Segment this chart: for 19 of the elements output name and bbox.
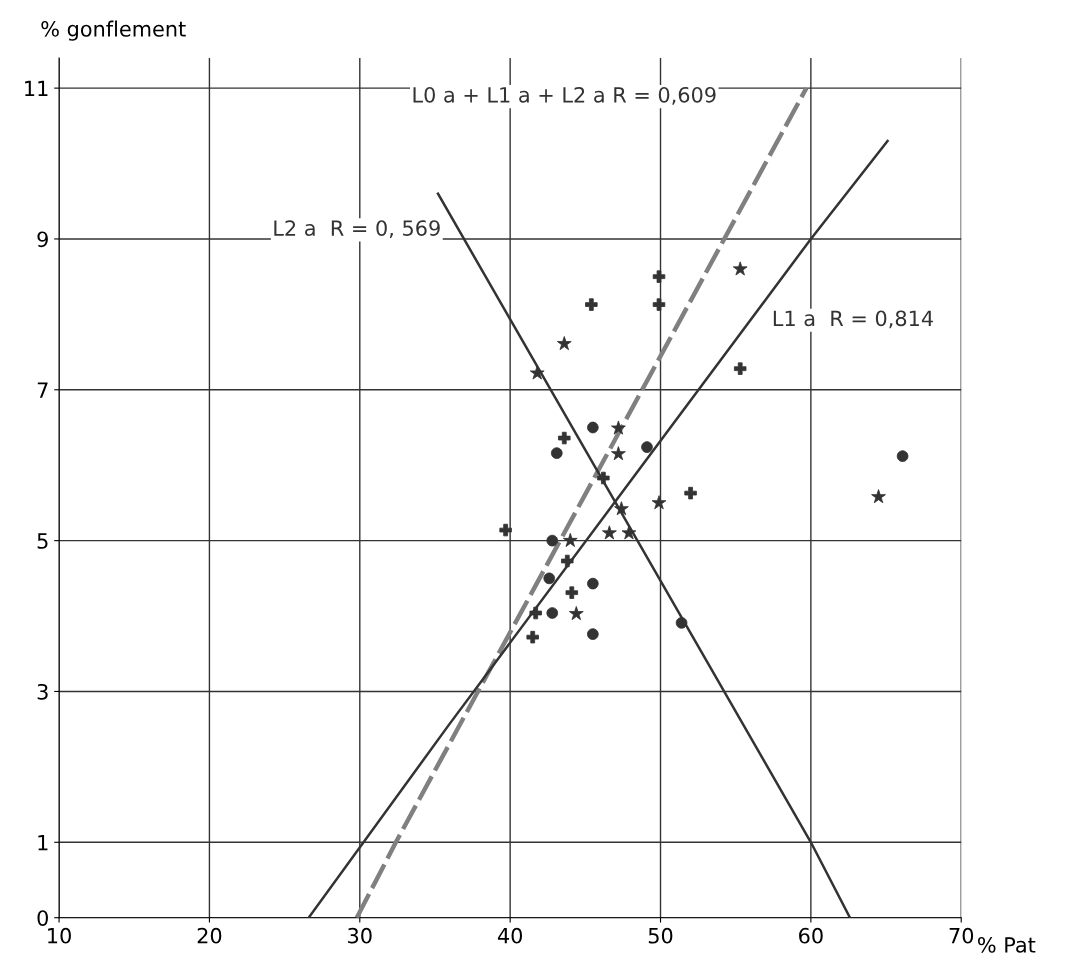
x-axis-title: % Pat xyxy=(978,936,1036,953)
annotation: L0 a + L1 a + L2 a R = 0,609 xyxy=(413,86,716,105)
x-tick-label: 10 xyxy=(48,927,71,944)
x-tick-label: 60 xyxy=(799,927,823,944)
y-tick-label: 0 xyxy=(37,910,48,926)
x-tick-label: 30 xyxy=(348,927,372,944)
annotation: L1 a R = 0,814 xyxy=(773,310,933,329)
y-tick-label: 1 xyxy=(38,835,48,851)
y-tick-label: 5 xyxy=(37,533,48,549)
y-tick-label: 3 xyxy=(37,683,48,700)
x-tick-label: 50 xyxy=(648,927,673,944)
annotation: L2 a R = 0, 569 xyxy=(274,220,440,239)
x-tick-label: 70 xyxy=(949,927,974,944)
y-tick-label: 9 xyxy=(37,231,48,248)
y-tick-label: 11 xyxy=(25,80,48,97)
y-tick-label: 7 xyxy=(37,382,48,398)
x-tick-label: 40 xyxy=(497,927,523,944)
y-axis-title: % gonflement xyxy=(41,20,186,41)
x-tick-label: 20 xyxy=(197,927,222,944)
